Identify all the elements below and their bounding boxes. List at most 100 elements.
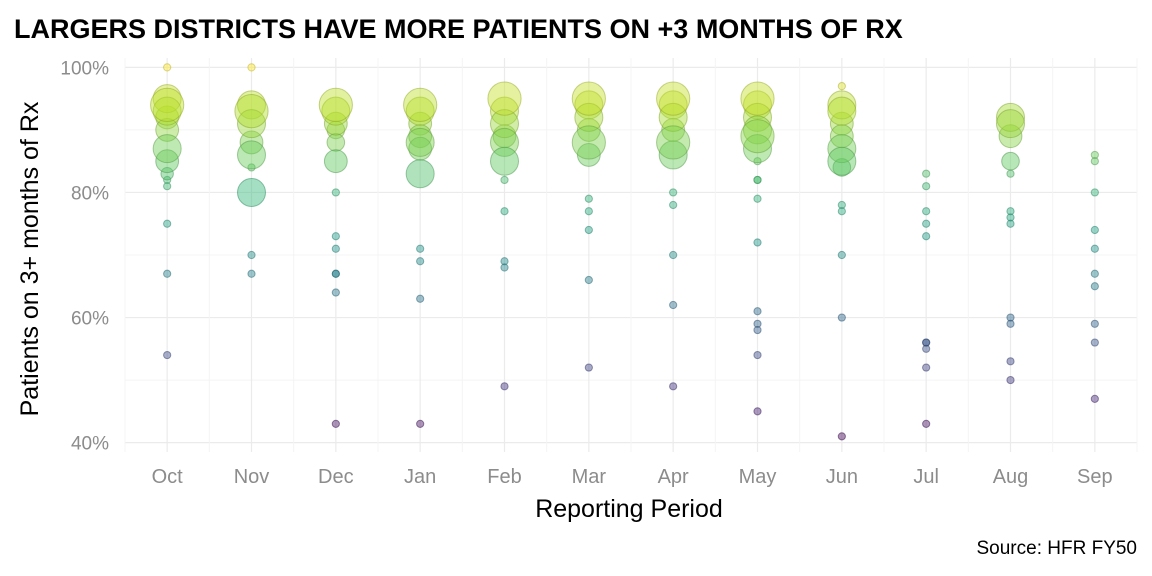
data-point (1090, 319, 1099, 328)
data-point (237, 177, 266, 207)
data-point (571, 125, 606, 160)
data-point (922, 232, 931, 241)
data-point (150, 87, 185, 123)
data-point (743, 90, 772, 120)
data-point (574, 90, 604, 120)
data-point (1006, 375, 1015, 385)
data-point (331, 188, 340, 197)
data-point (1006, 357, 1015, 366)
data-point (658, 102, 688, 132)
data-point (416, 419, 425, 428)
data-point (1090, 188, 1099, 197)
data-point (237, 109, 266, 139)
data-point (837, 250, 846, 260)
data-point (405, 127, 435, 157)
data-point (922, 363, 931, 372)
data-point (155, 149, 180, 174)
data-point (837, 200, 846, 210)
data-point (1090, 157, 1099, 166)
data-point (247, 63, 256, 72)
data-point (247, 269, 256, 278)
data-point (1090, 269, 1099, 278)
chart-title: LARGERS DISTRICTS HAVE MORE PATIENTS ON … (14, 14, 903, 44)
x-tick-label: Jul (913, 466, 939, 488)
data-point (1006, 319, 1015, 328)
data-point (922, 169, 931, 178)
data-point (405, 96, 435, 126)
data-point (740, 81, 775, 116)
data-point (1006, 213, 1015, 222)
data-point (152, 134, 182, 164)
data-point (331, 269, 340, 278)
data-point (326, 133, 346, 152)
x-tick-label: Mar (572, 466, 607, 488)
data-point (323, 149, 348, 174)
data-point (753, 319, 762, 328)
data-point (331, 419, 340, 428)
data-point (1090, 150, 1099, 160)
data-point (405, 159, 435, 189)
data-point (152, 96, 182, 126)
data-point (1090, 338, 1099, 347)
data-point (1006, 207, 1015, 216)
data-point (669, 300, 678, 310)
data-point (331, 232, 340, 241)
data-point (837, 432, 846, 441)
data-point (574, 102, 604, 132)
x-tick-label: Sep (1077, 466, 1113, 488)
data-point (323, 111, 348, 136)
x-tick-label: Jan (404, 466, 436, 488)
data-point (237, 140, 266, 170)
data-point (584, 363, 593, 372)
data-point (500, 175, 509, 185)
data-point (247, 250, 256, 260)
data-point (832, 158, 852, 177)
source-caption: Source: HFR FY50 (976, 538, 1138, 559)
data-point (922, 419, 931, 428)
data-point (1090, 282, 1099, 291)
data-point (403, 87, 438, 123)
data-point (584, 207, 593, 216)
data-point (922, 338, 931, 347)
y-tick-label: 80% (71, 183, 109, 204)
grid-lines (124, 58, 1138, 452)
x-tick-label: Jun (826, 466, 858, 488)
x-tick-label: Feb (487, 466, 521, 488)
data-point (163, 63, 172, 72)
data-point (500, 382, 509, 391)
data-point (1090, 394, 1099, 403)
y-axis-title: Patients on 3+ months of Rx (16, 101, 44, 416)
data-point (1006, 313, 1015, 322)
data-point (321, 96, 351, 126)
data-point (331, 288, 340, 297)
data-point (152, 84, 182, 114)
data-point (584, 275, 593, 285)
data-points (150, 63, 1099, 441)
data-point (827, 134, 857, 164)
data-point (827, 90, 857, 120)
data-point (753, 325, 762, 335)
data-point (331, 244, 340, 253)
data-point (163, 182, 172, 191)
data-point (1090, 225, 1099, 235)
data-point (1001, 151, 1020, 171)
x-tick-label: May (739, 466, 777, 488)
data-point (1090, 244, 1099, 253)
data-point (658, 140, 688, 170)
data-point (416, 294, 425, 303)
data-point (500, 207, 509, 216)
data-point (740, 119, 775, 154)
data-point (753, 238, 762, 247)
data-point (416, 244, 425, 253)
data-point (656, 125, 691, 160)
x-tick-label: Aug (993, 466, 1029, 488)
data-point (490, 146, 519, 176)
data-point (658, 90, 688, 120)
data-point (753, 350, 762, 360)
data-point (416, 257, 425, 266)
data-point (234, 94, 269, 129)
data-point (922, 219, 931, 228)
y-tick-label: 60% (71, 309, 109, 330)
data-point (669, 188, 678, 197)
